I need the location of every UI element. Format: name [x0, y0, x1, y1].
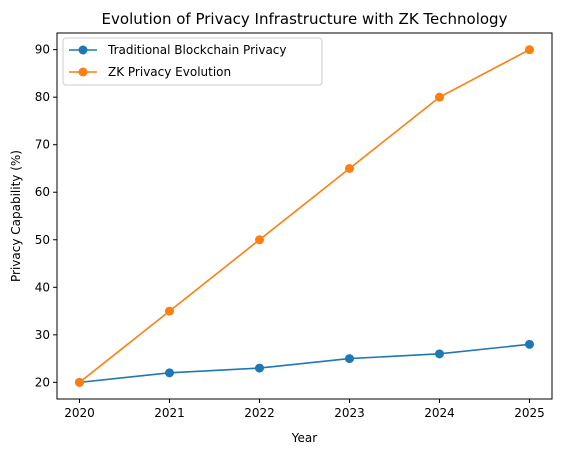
- data-point: [255, 235, 264, 245]
- data-point: [165, 368, 174, 378]
- y-tick-label: 50: [35, 233, 50, 247]
- series-line-0: [79, 343, 530, 384]
- legend-label: ZK Privacy Evolution: [108, 65, 231, 79]
- data-point: [435, 349, 444, 359]
- data-point: [75, 377, 84, 387]
- y-tick-label: 80: [35, 90, 50, 104]
- data-point: [525, 339, 534, 349]
- y-tick-label: 90: [35, 43, 50, 57]
- plot-area: [56, 32, 553, 400]
- chart-title: Evolution of Privacy Infrastructure with…: [102, 10, 508, 28]
- x-tick-label: 2024: [424, 406, 455, 420]
- data-point: [255, 363, 264, 373]
- y-axis: 20 30 40 50 60 70 80 90: [35, 43, 57, 389]
- x-tick-label: 2020: [64, 406, 95, 420]
- x-axis: 2020 2021 2022 2023 2024 2025: [64, 399, 545, 420]
- legend-marker: [78, 45, 88, 55]
- x-axis-label: Year: [291, 431, 317, 445]
- data-point: [345, 163, 354, 173]
- legend-marker: [78, 67, 88, 77]
- legend-label: Traditional Blockchain Privacy: [107, 43, 287, 57]
- x-tick-label: 2023: [334, 406, 365, 420]
- series-layer: [75, 45, 534, 387]
- series-line-1: [79, 48, 530, 383]
- y-tick-label: 40: [35, 280, 50, 294]
- y-axis-label: Privacy Capability (%): [9, 150, 23, 282]
- data-point: [345, 354, 354, 364]
- y-tick-label: 30: [35, 328, 50, 342]
- data-point: [165, 306, 174, 316]
- x-tick-label: 2022: [244, 406, 275, 420]
- y-tick-label: 70: [35, 138, 50, 152]
- x-tick-label: 2025: [514, 406, 545, 420]
- y-tick-label: 20: [35, 375, 50, 389]
- data-point: [435, 92, 444, 102]
- legend-box: [62, 37, 323, 86]
- legend: Traditional Blockchain Privacy ZK Privacy…: [62, 37, 323, 86]
- x-tick-label: 2021: [154, 406, 185, 420]
- y-tick-label: 60: [35, 185, 50, 199]
- data-point: [525, 45, 534, 55]
